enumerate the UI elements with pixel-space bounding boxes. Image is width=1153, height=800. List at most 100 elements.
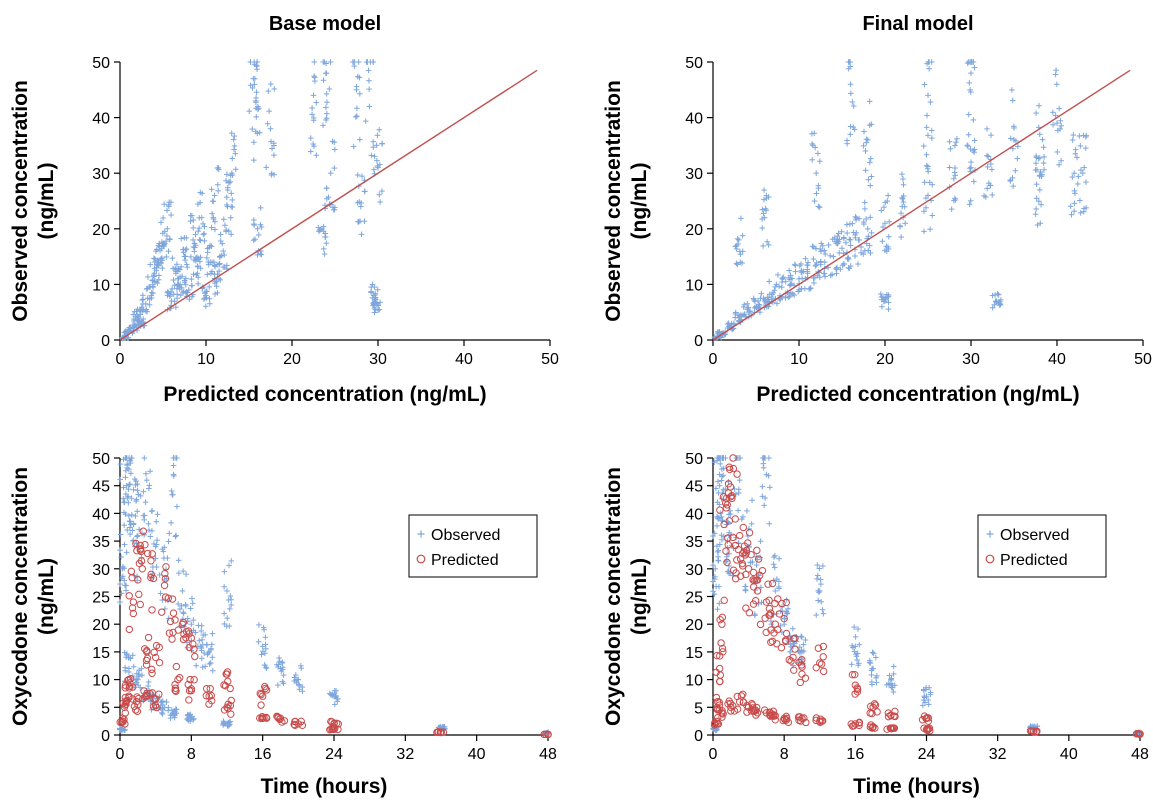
- predicted-series: [116, 527, 552, 739]
- observed-point: [155, 262, 162, 269]
- observed-point: [813, 170, 819, 176]
- predicted-point: [729, 464, 738, 473]
- observed-point: [184, 711, 191, 718]
- observed-point: [197, 258, 203, 265]
- observed-point: [117, 547, 123, 553]
- observed-point: [441, 725, 448, 732]
- observed-point: [118, 554, 124, 560]
- observed-point: [126, 513, 132, 519]
- observed-point: [331, 165, 338, 171]
- predicted-point: [789, 653, 797, 662]
- observed-point: [813, 612, 820, 618]
- observed-point: [863, 240, 870, 247]
- observed-point: [165, 704, 172, 711]
- observed-point: [720, 465, 727, 472]
- predicted-point: [731, 541, 740, 550]
- predicted-point: [782, 629, 791, 638]
- observed-point: [848, 90, 854, 97]
- observed-point: [357, 90, 363, 97]
- predicted-point: [855, 721, 863, 730]
- observed-point: [158, 259, 164, 266]
- observed-point: [717, 541, 723, 548]
- observed-point: [735, 241, 741, 247]
- observed-point: [316, 228, 322, 235]
- observed-point: [748, 521, 755, 527]
- observed-point: [947, 146, 954, 152]
- observed-point: [262, 650, 268, 657]
- predicted-point: [166, 617, 175, 626]
- x-axis-label: Predicted concentration (ng/mL): [163, 383, 486, 406]
- predicted-point: [125, 684, 133, 692]
- observed-point: [169, 286, 175, 292]
- observed-point: [374, 301, 380, 307]
- observed-point: [197, 265, 204, 272]
- observed-point: [196, 215, 203, 221]
- predicted-point: [172, 662, 181, 671]
- predicted-point: [802, 718, 810, 727]
- observed-point: [1070, 132, 1077, 138]
- observed-point: [126, 518, 133, 524]
- observed-point: [1058, 123, 1065, 129]
- observed-point: [125, 493, 131, 500]
- predicted-point: [740, 542, 749, 550]
- observed-point: [230, 136, 237, 143]
- observed-point: [1083, 179, 1089, 185]
- y-axis-label-unit: (ng/mL): [35, 163, 58, 240]
- observed-point: [299, 684, 306, 690]
- observed-point: [862, 167, 869, 174]
- observed-point: [198, 622, 205, 629]
- observed-point: [252, 236, 258, 243]
- predicted-point: [149, 702, 158, 711]
- observed-point: [202, 663, 209, 670]
- observed-point: [193, 662, 200, 669]
- observed-point: [311, 73, 317, 79]
- observed-point: [923, 195, 929, 201]
- predicted-point: [723, 558, 731, 567]
- observed-point: [782, 278, 789, 285]
- observed-point: [967, 89, 974, 95]
- observed-point: [161, 201, 167, 208]
- observed-point: [160, 215, 166, 221]
- observed-point: [837, 266, 844, 273]
- observed-point: [885, 306, 892, 312]
- observed-point: [147, 468, 153, 475]
- predicted-point: [771, 599, 779, 608]
- observed-point: [121, 577, 128, 584]
- observed-point: [946, 164, 953, 171]
- observed-point: [262, 634, 269, 641]
- observed-point: [965, 111, 972, 118]
- observed-point: [153, 518, 160, 525]
- observed-point: [750, 295, 757, 302]
- observed-point: [190, 225, 197, 231]
- observed-point: [847, 237, 854, 243]
- observed-point: [132, 482, 139, 488]
- predicted-point: [128, 604, 137, 612]
- observed-point: [1011, 125, 1017, 131]
- legend-predicted-label: Predicted: [431, 552, 499, 569]
- observed-point: [862, 148, 869, 154]
- predicted-point: [144, 633, 153, 642]
- observed-point: [267, 81, 274, 87]
- observed-point: [866, 98, 873, 105]
- observed-point: [169, 255, 176, 261]
- observed-point: [759, 216, 765, 222]
- predicted-point: [274, 713, 282, 721]
- observed-point: [217, 231, 224, 238]
- observed-point: [1033, 110, 1039, 116]
- observed-point: [968, 164, 974, 171]
- predicted-point: [133, 707, 142, 716]
- observed-point: [206, 661, 213, 667]
- observed-point: [191, 257, 197, 263]
- observed-point: [799, 634, 805, 640]
- observed-point: [1041, 166, 1047, 173]
- observed-point: [374, 157, 380, 164]
- observed-point: [845, 265, 852, 271]
- observed-point: [971, 178, 977, 185]
- y-tick-label: 5: [101, 700, 110, 717]
- predicted-point: [137, 557, 146, 565]
- observed-point: [148, 508, 155, 515]
- observed-point: [952, 197, 959, 203]
- observed-point: [255, 106, 261, 112]
- observed-point: [817, 158, 823, 165]
- observed-point: [1010, 183, 1016, 189]
